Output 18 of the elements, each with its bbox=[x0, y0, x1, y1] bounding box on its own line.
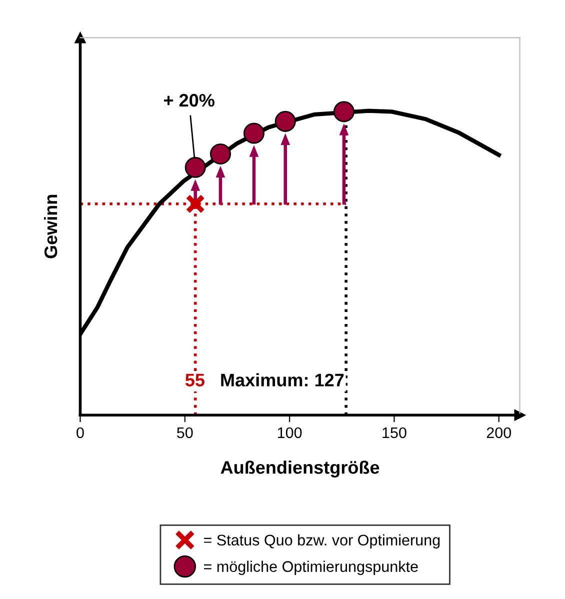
legend-label: = mögliche Optimierungspunkte bbox=[204, 560, 418, 576]
x-tick-label: 100 bbox=[278, 427, 302, 438]
x-tick-label: 150 bbox=[382, 427, 406, 438]
ref-line-label: Maximum: 127 bbox=[221, 373, 344, 386]
x-axis-title: Außendienstgröße bbox=[220, 460, 380, 478]
x-tick-label: 50 bbox=[177, 427, 193, 438]
y-axis-title: Gewinn bbox=[44, 194, 58, 258]
point bbox=[184, 156, 206, 178]
point bbox=[186, 194, 206, 214]
annotation: + 20% bbox=[164, 94, 214, 107]
x-tick-label: 0 bbox=[76, 427, 84, 438]
point bbox=[274, 110, 296, 132]
point bbox=[333, 101, 354, 122]
x-tick-label: 200 bbox=[486, 427, 512, 438]
point bbox=[210, 143, 231, 165]
point bbox=[243, 122, 264, 144]
ref-line-label: 55 bbox=[185, 374, 204, 386]
legend-label: = Status Quo bzw. vor Optimierung bbox=[204, 534, 440, 549]
